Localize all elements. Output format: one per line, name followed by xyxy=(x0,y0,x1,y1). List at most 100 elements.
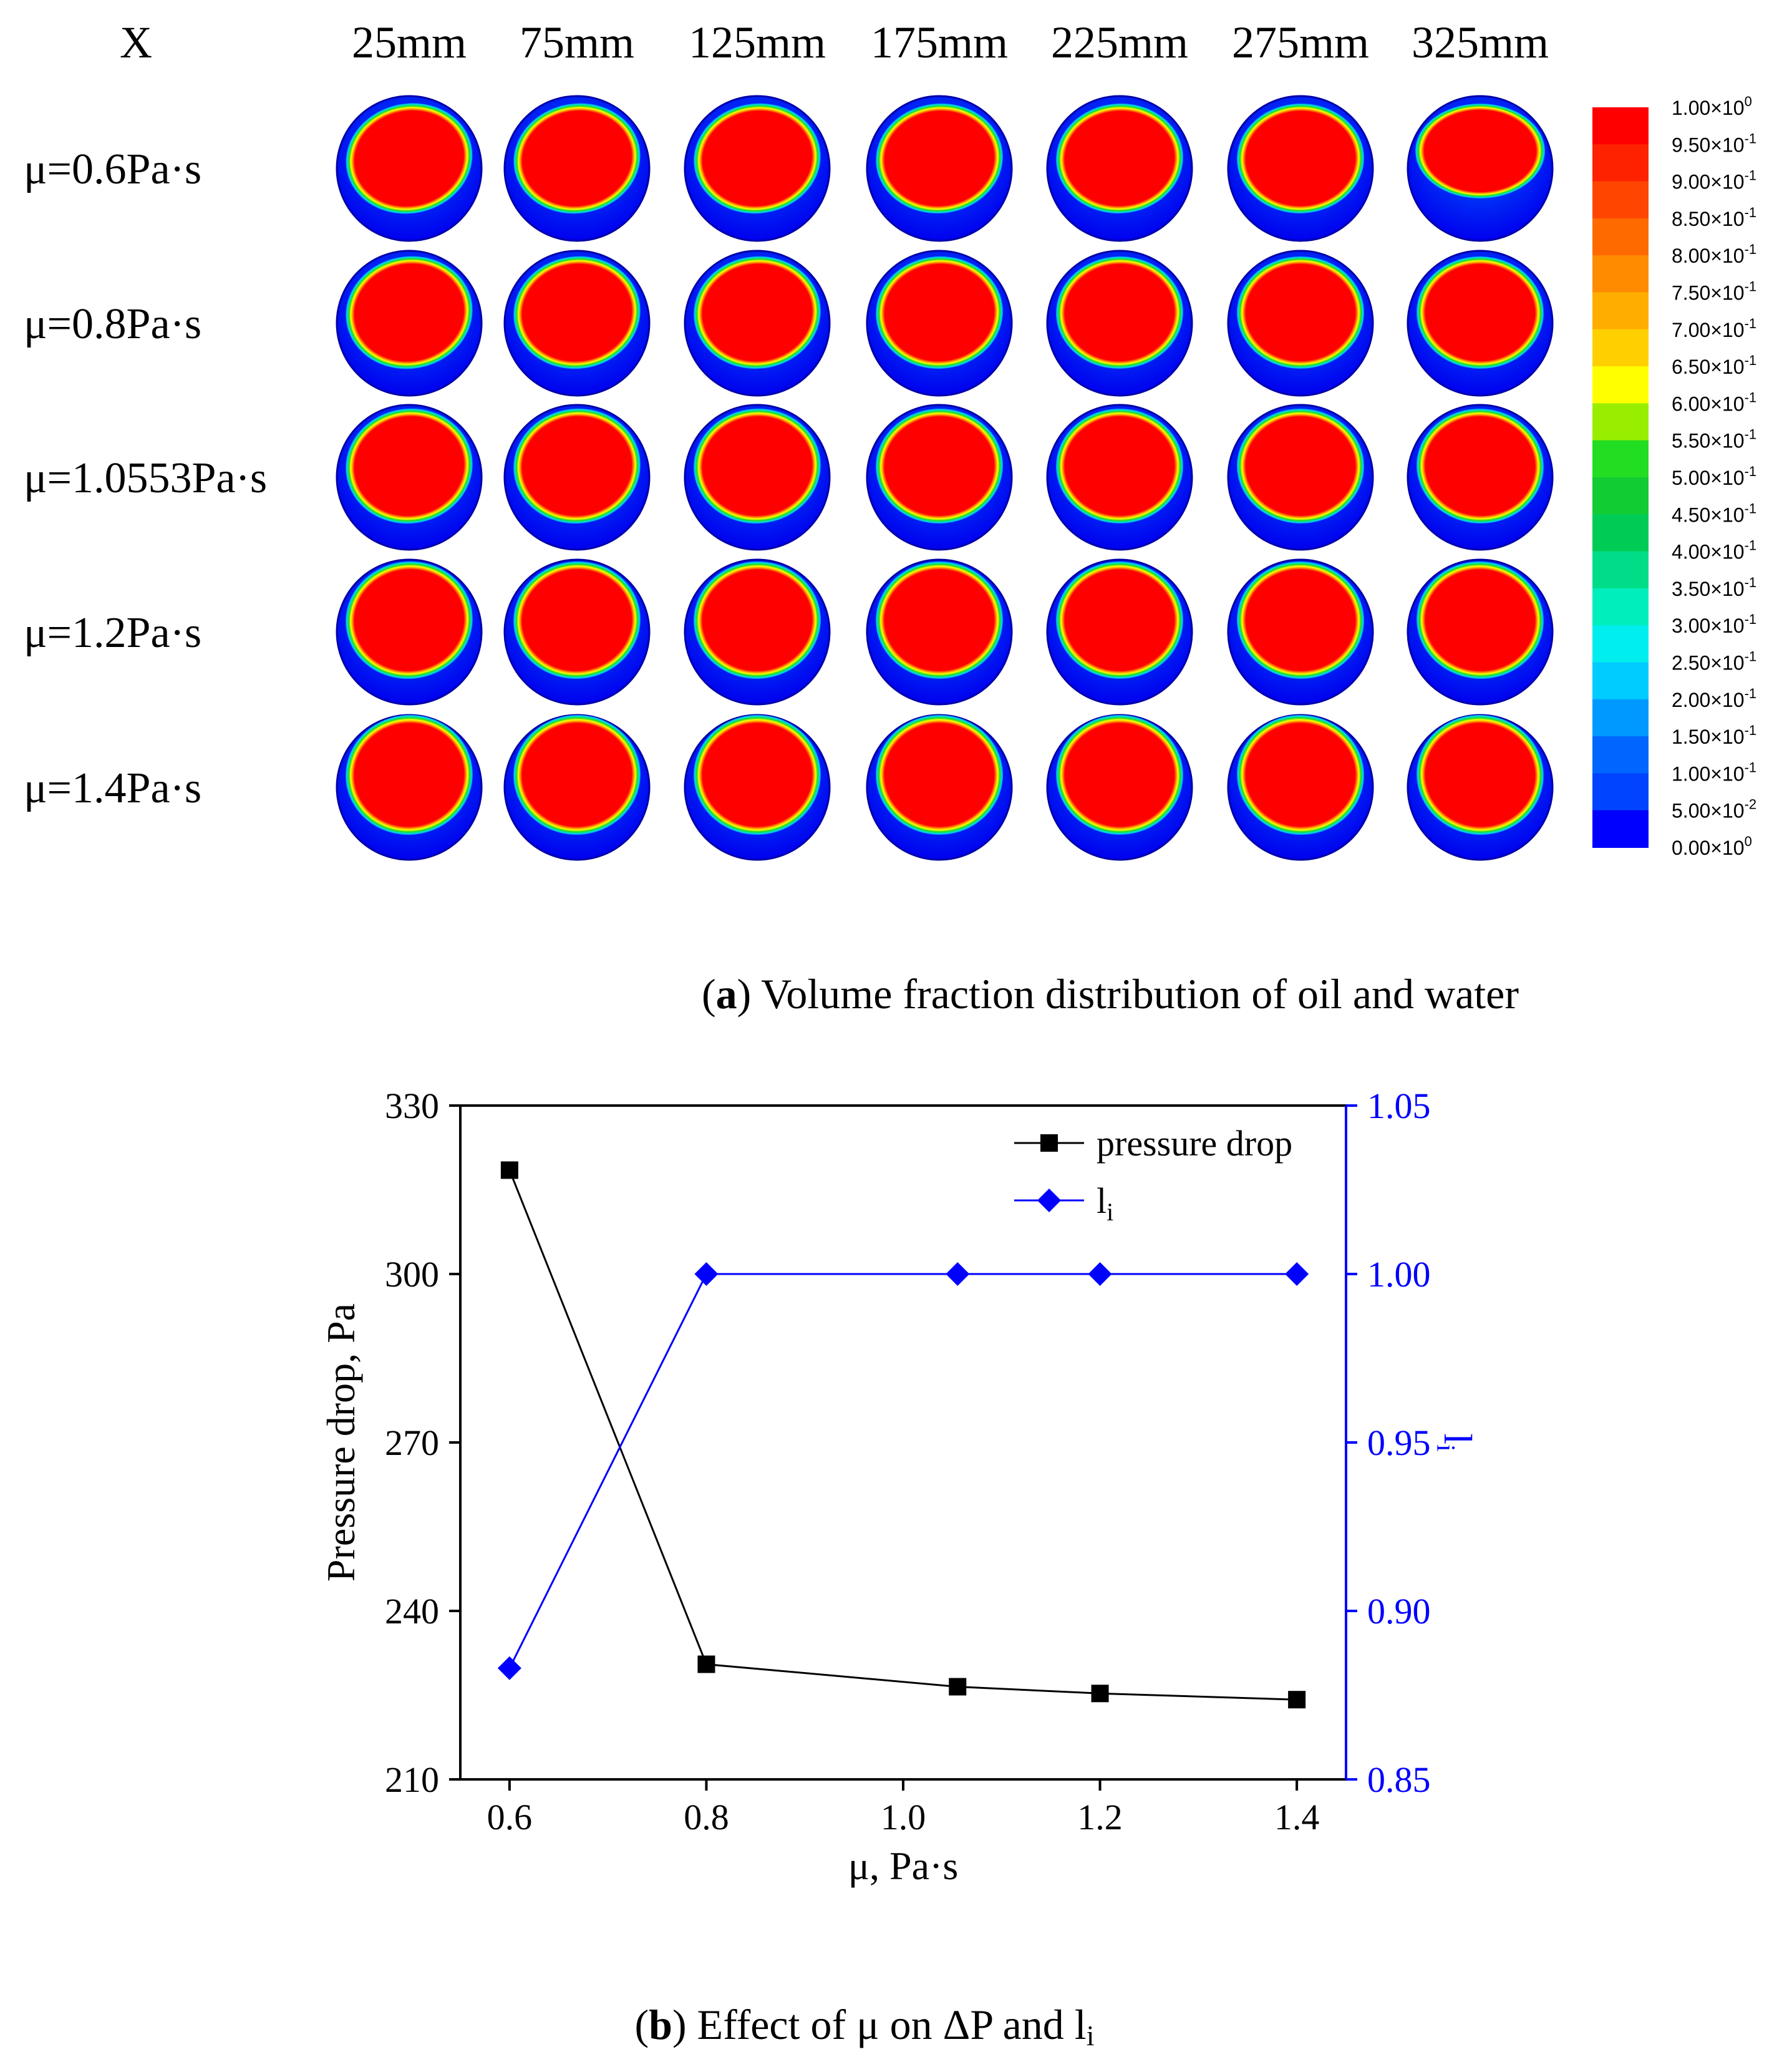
contour-cell xyxy=(503,714,651,861)
data-point-li xyxy=(1285,1262,1309,1286)
oil-core xyxy=(1237,714,1364,835)
colorbar-band xyxy=(1592,736,1649,774)
contour-cell xyxy=(503,558,651,706)
contour-cell xyxy=(1046,95,1193,242)
contour-cell xyxy=(1227,250,1374,397)
y2-tick-label: 0.85 xyxy=(1367,1759,1431,1800)
contour-cell xyxy=(1407,714,1554,861)
colorbar-band xyxy=(1592,218,1649,256)
contour-cell xyxy=(866,558,1013,706)
colorbar-tick-label: 6.00×10-1 xyxy=(1672,389,1756,415)
column-header: 125mm xyxy=(689,17,826,67)
colorbar-tick-label: 1.00×100 xyxy=(1672,94,1752,119)
colorbar-band xyxy=(1592,144,1649,182)
y-axis-label: Pressure drop, Pa xyxy=(319,1303,363,1582)
column-header: 325mm xyxy=(1412,17,1549,67)
contour-cell xyxy=(336,558,483,706)
oil-core xyxy=(1237,256,1364,369)
colorbar-band xyxy=(1592,551,1649,589)
row-header: μ=1.0553Pa·s xyxy=(24,454,267,502)
legend: pressure drop li xyxy=(1014,1123,1292,1226)
column-header: 275mm xyxy=(1232,17,1369,67)
oil-core xyxy=(876,561,1003,679)
oil-core xyxy=(694,256,821,369)
contour-cell xyxy=(336,404,483,551)
column-header: 175mm xyxy=(871,17,1008,67)
oil-core xyxy=(694,714,821,835)
y2-axis-ticks: 0.85 0.90 0.95 1.00 1.05 xyxy=(1346,1086,1431,1800)
contour-cell xyxy=(684,95,831,242)
y2-tick-label: 0.90 xyxy=(1367,1591,1431,1632)
contour-cell xyxy=(1407,404,1554,551)
colorbar-band xyxy=(1592,773,1649,811)
oil-core xyxy=(346,256,473,369)
colorbar-band xyxy=(1592,329,1649,367)
contour-cell xyxy=(1046,250,1193,397)
colorbar-band xyxy=(1592,514,1649,552)
contour-cell xyxy=(684,558,831,706)
oil-core xyxy=(1417,408,1544,524)
oil-core xyxy=(1056,561,1183,679)
oil-core xyxy=(876,103,1003,214)
column-header: 225mm xyxy=(1051,17,1188,67)
y-tick-label: 300 xyxy=(385,1254,439,1295)
contour-cell xyxy=(684,714,831,861)
colorbar-tick-label: 3.50×10-1 xyxy=(1672,575,1756,600)
colorbar-tick-label: 1.50×10-1 xyxy=(1672,722,1756,748)
contour-cell xyxy=(1407,250,1554,397)
caption-a: (a) Volume fraction distribution of oil … xyxy=(702,970,1519,1018)
data-point-li xyxy=(694,1262,719,1286)
colorbar-tick-label: 9.00×10-1 xyxy=(1672,168,1756,193)
contour-cell xyxy=(866,250,1013,397)
colorbar-band xyxy=(1592,810,1649,848)
contour-cell xyxy=(336,714,483,861)
oil-core xyxy=(1237,103,1364,214)
y-tick-label: 210 xyxy=(385,1759,439,1800)
colorbar-tick-label: 3.00×10-1 xyxy=(1672,611,1756,637)
oil-core xyxy=(346,714,473,835)
colorbar-band xyxy=(1592,625,1649,663)
y-tick-label: 240 xyxy=(385,1591,439,1632)
oil-core xyxy=(513,714,641,835)
oil-core xyxy=(346,103,473,214)
data-point-pressure-drop xyxy=(500,1161,518,1179)
x-axis-label: μ, Pa·s xyxy=(848,1844,959,1888)
oil-core xyxy=(1056,103,1183,214)
colorbar-band xyxy=(1592,440,1649,478)
oil-core xyxy=(1237,561,1364,679)
colorbar-band xyxy=(1592,699,1649,737)
contour-cell xyxy=(1046,714,1193,861)
legend-label: li xyxy=(1097,1180,1113,1226)
panel-a-contour-grid: X 25mm 75mm 125mm 175mm 225mm 275mm 325mm μ=0.… xyxy=(24,17,1756,1018)
data-point-pressure-drop xyxy=(1091,1685,1109,1703)
legend-marker xyxy=(1037,1189,1061,1212)
contour-cell xyxy=(1407,95,1554,242)
colorbar-tick-label: 4.50×10-1 xyxy=(1672,500,1756,526)
y-tick-label: 330 xyxy=(385,1086,439,1126)
x-tick-label: 1.2 xyxy=(1077,1797,1123,1837)
plot-frame xyxy=(459,1104,1347,1781)
legend-label: pressure drop xyxy=(1097,1123,1292,1164)
oil-core xyxy=(876,715,1003,835)
contour-cell xyxy=(503,250,651,397)
series-lines xyxy=(508,1169,1297,1701)
y2-tick-label: 1.05 xyxy=(1367,1086,1431,1126)
oil-core xyxy=(694,103,821,214)
column-header: 75mm xyxy=(520,17,634,67)
colorbar-tick-label: 7.50×10-1 xyxy=(1672,279,1756,304)
colorbar-band xyxy=(1592,181,1649,219)
oil-core xyxy=(513,408,641,524)
x-tick-label: 0.8 xyxy=(684,1797,729,1837)
contour-cells xyxy=(336,95,1554,861)
colorbar-band xyxy=(1592,588,1649,626)
colorbar-tick-label: 2.50×10-1 xyxy=(1672,649,1756,674)
colorbar-tick-label: 8.50×10-1 xyxy=(1672,205,1756,230)
contour-cell xyxy=(866,404,1013,551)
series-line-li xyxy=(508,1273,1297,1669)
series-line-pressure-drop xyxy=(508,1169,1297,1701)
oil-core xyxy=(876,408,1003,524)
series-markers xyxy=(497,1161,1309,1709)
panel-b-chart: 0.6 0.8 1.0 1.2 1.4 210 240 270 300 330 0.85 0.90… xyxy=(319,1086,1480,2051)
colorbar-tick-label: 5.00×10-1 xyxy=(1672,464,1756,489)
